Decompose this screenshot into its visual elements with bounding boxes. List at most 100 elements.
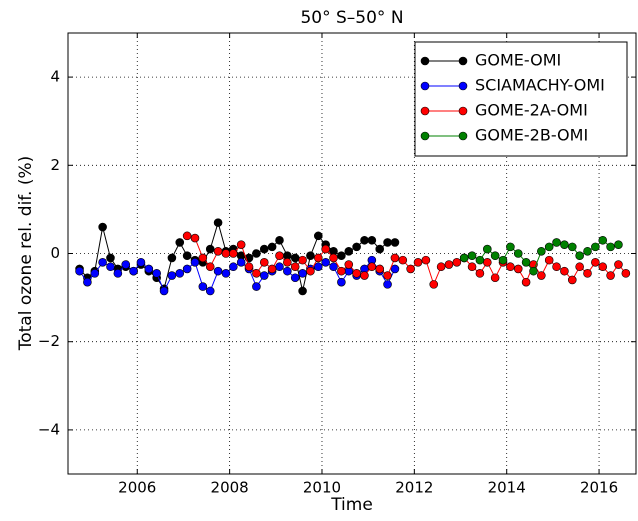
data-point [537,246,546,256]
data-point [360,235,369,245]
data-point [506,242,515,252]
data-point [182,251,192,261]
data-point [490,273,500,283]
data-point [444,260,454,269]
data-point [383,238,392,247]
data-point [129,266,138,276]
data-point [390,253,400,263]
y-tick-label: 0 [50,244,60,262]
legend-marker [420,106,430,116]
data-point [236,240,246,249]
data-point [283,266,292,276]
data-point [313,231,323,241]
data-point [606,242,615,252]
x-tick-label: 2012 [395,479,433,497]
data-point [383,271,392,280]
data-point [521,258,531,267]
data-point [598,262,608,272]
data-point [182,231,192,241]
data-point [337,251,346,261]
data-point [244,262,254,272]
data-point [367,262,377,272]
data-point [252,269,261,278]
data-point [383,280,392,289]
data-point [252,249,261,258]
data-point [552,238,561,247]
y-tick-label: −2 [38,332,60,350]
data-point [621,269,631,278]
x-tick-label: 2014 [488,479,526,497]
data-point [198,253,208,263]
data-point [267,264,277,274]
data-point [591,242,600,252]
data-point [398,255,408,265]
data-point [136,258,146,267]
data-point [614,260,623,269]
series-line [187,235,627,286]
data-point [352,269,361,278]
data-point [213,218,223,227]
y-tick-label: −4 [38,420,60,438]
data-point [436,262,446,272]
data-point [83,277,92,287]
data-point [213,266,223,276]
data-point [275,262,284,272]
data-point [306,251,315,261]
data-point [429,280,439,289]
data-point [298,286,307,296]
data-point [182,264,192,274]
data-point [106,262,115,272]
data-point [229,262,238,272]
data-point [513,264,523,274]
data-point [375,264,385,274]
data-point [567,242,577,252]
y-tick-label: 2 [50,156,60,174]
data-point [506,262,515,272]
data-point [298,269,307,278]
data-point [475,269,485,278]
data-point [537,271,546,280]
data-point [252,282,261,291]
data-point [167,271,177,280]
data-point [190,258,200,267]
x-tick-label: 2008 [211,479,249,497]
legend-marker [420,131,430,141]
data-point [483,244,492,254]
data-point [298,255,307,265]
data-point [459,253,469,263]
data-point [544,255,554,265]
data-point [406,264,415,274]
data-point [313,253,323,263]
data-point [98,258,107,267]
data-point [221,249,231,258]
plot-frame [67,32,637,475]
data-point [75,266,84,276]
data-point [529,266,538,276]
data-point [175,238,185,247]
data-point [205,244,215,254]
data-point [560,266,569,276]
legend-marker [458,81,468,91]
legend-label: GOME-OMI [475,51,561,70]
data-point [606,271,615,280]
data-point [275,251,284,261]
data-point [575,251,584,261]
legend-marker [420,81,430,91]
data-point [98,222,107,232]
x-axis-label: Time [330,495,373,515]
y-axis-label: Total ozone rel. dif. (%) [16,156,36,352]
data-point [229,249,238,258]
data-point [513,249,523,258]
data-point [475,255,485,265]
data-point [390,264,400,274]
data-point [352,242,361,252]
data-point [467,262,477,272]
chart-title: 50° S–50° N [300,8,403,28]
data-point [267,242,277,252]
legend-marker [458,56,468,66]
data-point [167,253,177,263]
data-point [113,269,123,278]
data-point [283,258,292,267]
data-point [205,262,215,272]
data-point [259,244,269,254]
